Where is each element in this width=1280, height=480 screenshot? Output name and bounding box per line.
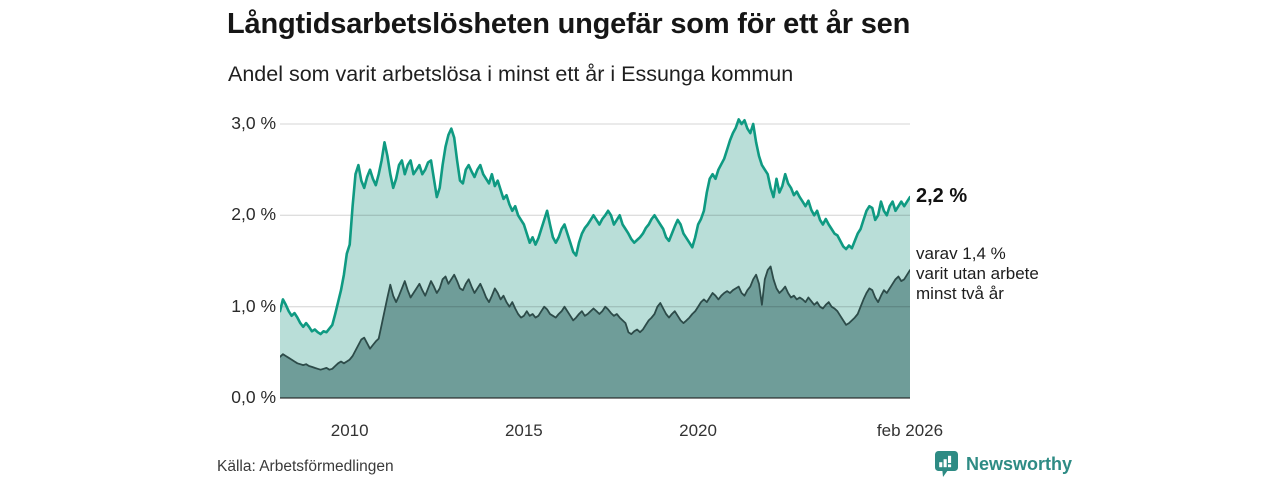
page-title: Långtidsarbetslösheten ungefär som för e… [227,8,911,40]
secondary-value-line2: varit utan arbete [916,264,1039,283]
secondary-value-line3: minst två år [916,284,1004,303]
x-tick-label: 2015 [504,421,543,440]
x-tick-label: 2020 [679,421,717,440]
y-tick-label: 1,0 % [231,295,276,316]
secondary-value-line1: varav 1,4 % [916,244,1006,263]
brand-name: Newsworthy [966,453,1073,474]
area-fill-series-1 [280,266,910,398]
source-caption: Källa: Arbetsförmedlingen [217,458,394,475]
y-tick-label: 2,0 % [231,204,276,225]
series-line-1 [280,265,910,371]
newsworthy-logo-icon [935,451,958,477]
page-subtitle: Andel som varit arbetslösa i minst ett å… [228,62,794,86]
secondary-value-label: varav 1,4 % varit utan arbete minst två … [916,244,1039,304]
y-tick-label: 3,0 % [231,113,276,133]
brand-lockup: Newsworthy [934,449,1072,479]
series-line-0 [280,118,910,336]
y-tick-label: 0,0 % [231,387,276,407]
latest-value-label: 2,2 % [916,185,968,207]
x-tick-label: feb 2026 [876,421,944,440]
area-chart [280,118,910,399]
x-tick-label: 2010 [330,421,369,440]
